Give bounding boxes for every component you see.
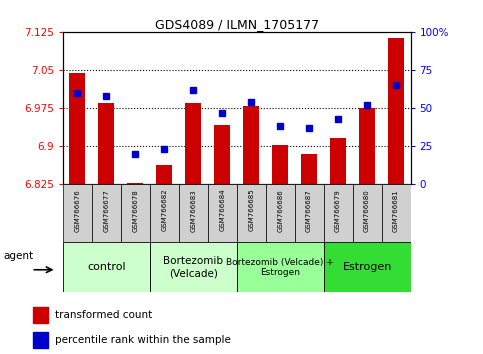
Bar (33, 307, 48, 323)
Text: Bortezomib
(Velcade): Bortezomib (Velcade) (163, 256, 223, 278)
Bar (150, 184, 179, 242)
Bar (353, 184, 382, 242)
Text: GSM766683: GSM766683 (190, 189, 196, 232)
Bar (63, 184, 92, 242)
Bar (295, 184, 324, 242)
Text: GSM766682: GSM766682 (161, 189, 167, 232)
Text: transformed count: transformed count (55, 310, 152, 320)
Bar (92, 184, 121, 242)
Bar (214, 125, 230, 184)
Bar (243, 107, 259, 184)
Bar (330, 138, 346, 184)
Bar (33, 332, 48, 348)
Bar (301, 154, 317, 184)
Text: GSM766677: GSM766677 (103, 189, 109, 232)
Text: GSM766684: GSM766684 (219, 189, 225, 232)
Bar (272, 145, 288, 184)
Text: GSM766680: GSM766680 (364, 189, 370, 232)
Bar (237, 184, 266, 242)
Bar (324, 242, 411, 292)
Bar (63, 242, 150, 292)
Text: GSM766676: GSM766676 (74, 189, 80, 232)
Bar (266, 184, 295, 242)
Bar (150, 242, 237, 292)
Bar (382, 184, 411, 242)
Text: GSM766687: GSM766687 (306, 189, 312, 232)
Bar (324, 184, 353, 242)
Bar (121, 184, 150, 242)
Bar (70, 74, 85, 184)
Text: Estrogen: Estrogen (342, 262, 392, 272)
Bar (185, 103, 201, 184)
Text: GSM766681: GSM766681 (393, 189, 399, 232)
Text: GSM766686: GSM766686 (277, 189, 283, 232)
Bar (179, 184, 208, 242)
Bar (208, 184, 237, 242)
Bar (388, 39, 404, 184)
Text: GSM766685: GSM766685 (248, 189, 254, 232)
Text: Bortezomib (Velcade) +
Estrogen: Bortezomib (Velcade) + Estrogen (226, 258, 334, 277)
Text: GSM766679: GSM766679 (335, 189, 341, 232)
Bar (156, 165, 172, 184)
Bar (99, 103, 114, 184)
Title: GDS4089 / ILMN_1705177: GDS4089 / ILMN_1705177 (155, 18, 319, 31)
Text: control: control (87, 262, 126, 272)
Bar (237, 242, 324, 292)
Text: agent: agent (3, 251, 33, 261)
Bar (128, 183, 143, 184)
Text: percentile rank within the sample: percentile rank within the sample (55, 335, 230, 346)
Text: GSM766678: GSM766678 (132, 189, 138, 232)
Bar (359, 108, 375, 184)
